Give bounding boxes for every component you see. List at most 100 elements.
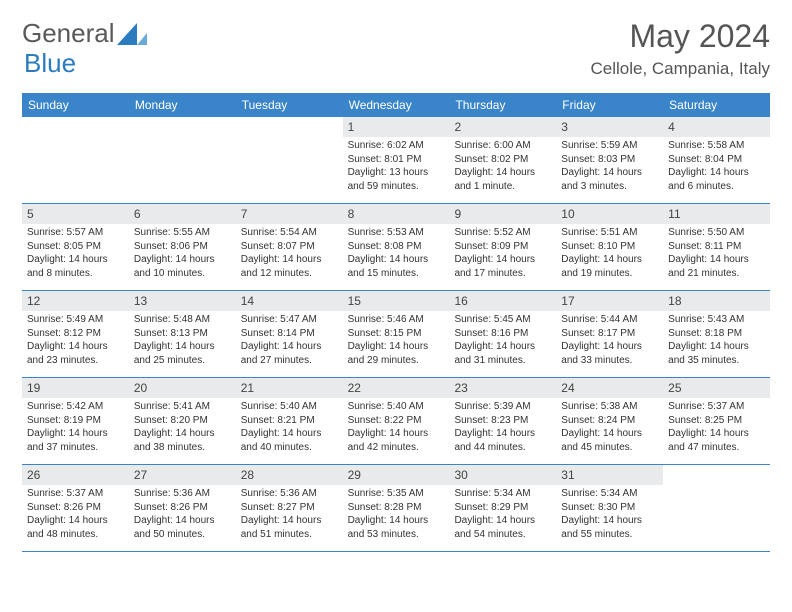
day-header-wed: Wednesday [343,94,450,116]
sunset-text: Sunset: 8:21 PM [241,414,338,428]
sunrise-text: Sunrise: 5:42 AM [27,400,124,414]
sunset-text: Sunset: 8:09 PM [454,240,551,254]
day-cell: 30Sunrise: 5:34 AMSunset: 8:29 PMDayligh… [449,465,556,551]
day-body: Sunrise: 5:40 AMSunset: 8:22 PMDaylight:… [343,398,450,458]
day-number: 24 [556,378,663,398]
day-header-sat: Saturday [663,94,770,116]
day-number: 15 [343,291,450,311]
sunrise-text: Sunrise: 5:49 AM [27,313,124,327]
sunrise-text: Sunrise: 5:57 AM [27,226,124,240]
daylight-text: Daylight: 14 hours and 3 minutes. [561,166,658,193]
sunrise-text: Sunrise: 5:53 AM [348,226,445,240]
day-body: Sunrise: 5:39 AMSunset: 8:23 PMDaylight:… [449,398,556,458]
sunset-text: Sunset: 8:17 PM [561,327,658,341]
daylight-text: Daylight: 14 hours and 38 minutes. [134,427,231,454]
day-cell: 1Sunrise: 6:02 AMSunset: 8:01 PMDaylight… [343,117,450,203]
sunset-text: Sunset: 8:01 PM [348,153,445,167]
day-cell: 29Sunrise: 5:35 AMSunset: 8:28 PMDayligh… [343,465,450,551]
day-number: 31 [556,465,663,485]
daylight-text: Daylight: 14 hours and 10 minutes. [134,253,231,280]
day-cell: 2Sunrise: 6:00 AMSunset: 8:02 PMDaylight… [449,117,556,203]
day-cell: 15Sunrise: 5:46 AMSunset: 8:15 PMDayligh… [343,291,450,377]
sunrise-text: Sunrise: 5:58 AM [668,139,765,153]
day-body: Sunrise: 5:36 AMSunset: 8:26 PMDaylight:… [129,485,236,545]
sunset-text: Sunset: 8:29 PM [454,501,551,515]
sunset-text: Sunset: 8:10 PM [561,240,658,254]
day-number: 4 [663,117,770,137]
sunrise-text: Sunrise: 5:41 AM [134,400,231,414]
day-number: 17 [556,291,663,311]
daylight-text: Daylight: 14 hours and 35 minutes. [668,340,765,367]
daylight-text: Daylight: 14 hours and 55 minutes. [561,514,658,541]
sunrise-text: Sunrise: 5:51 AM [561,226,658,240]
day-body: Sunrise: 5:52 AMSunset: 8:09 PMDaylight:… [449,224,556,284]
sunset-text: Sunset: 8:24 PM [561,414,658,428]
week-row: 1 Sunrise: 6:02 AMSunset: 8:01 PM Daylight… [22,116,770,203]
day-cell: 24Sunrise: 5:38 AMSunset: 8:24 PMDayligh… [556,378,663,464]
sunrise-text: Sunrise: 5:36 AM [241,487,338,501]
logo-triangle-icon [117,23,147,45]
day-cell: 20Sunrise: 5:41 AMSunset: 8:20 PMDayligh… [129,378,236,464]
day-cell: 7Sunrise: 5:54 AMSunset: 8:07 PMDaylight… [236,204,343,290]
day-cell: 8Sunrise: 5:53 AMSunset: 8:08 PMDaylight… [343,204,450,290]
calendar: Sunday Monday Tuesday Wednesday Thursday… [22,93,770,552]
daylight-text: Daylight: 14 hours and 15 minutes. [348,253,445,280]
day-number: 12 [22,291,129,311]
week-row: 5 Sunrise: 5:57 AMSunset: 8:05 PM Daylight… [22,203,770,290]
week-row: 12Sunrise: 5:49 AMSunset: 8:12 PMDayligh… [22,290,770,377]
day-number: 14 [236,291,343,311]
daylight-text: Daylight: 14 hours and 23 minutes. [27,340,124,367]
day-cell: 13Sunrise: 5:48 AMSunset: 8:13 PMDayligh… [129,291,236,377]
daylight-text: Daylight: 14 hours and 21 minutes. [668,253,765,280]
day-number: 7 [236,204,343,224]
sunset-text: Sunset: 8:04 PM [668,153,765,167]
day-cell: 27Sunrise: 5:36 AMSunset: 8:26 PMDayligh… [129,465,236,551]
day-number: 29 [343,465,450,485]
day-body: Sunrise: 5:51 AMSunset: 8:10 PMDaylight:… [556,224,663,284]
day-number: 27 [129,465,236,485]
day-number: 5 [22,204,129,224]
sunset-text: Sunset: 8:13 PM [134,327,231,341]
day-cell: 26Sunrise: 5:37 AMSunset: 8:26 PMDayligh… [22,465,129,551]
week-row: 26Sunrise: 5:37 AMSunset: 8:26 PMDayligh… [22,464,770,552]
location-label: Cellole, Campania, Italy [590,59,770,79]
sunset-text: Sunset: 8:28 PM [348,501,445,515]
daylight-text: Daylight: 14 hours and 6 minutes. [668,166,765,193]
sunrise-text: Sunrise: 5:47 AM [241,313,338,327]
sunrise-text: Sunrise: 5:39 AM [454,400,551,414]
sunrise-text: Sunrise: 5:52 AM [454,226,551,240]
sunset-text: Sunset: 8:30 PM [561,501,658,515]
sunrise-text: Sunrise: 5:55 AM [134,226,231,240]
daylight-text: Daylight: 14 hours and 19 minutes. [561,253,658,280]
day-number: 30 [449,465,556,485]
header: General May 2024 Cellole, Campania, Ital… [0,0,792,85]
day-body: Sunrise: 5:36 AMSunset: 8:27 PMDaylight:… [236,485,343,545]
sunrise-text: Sunrise: 5:34 AM [454,487,551,501]
sunset-text: Sunset: 8:26 PM [27,501,124,515]
day-number: 1 [343,117,450,137]
day-body: Sunrise: 5:40 AMSunset: 8:21 PMDaylight:… [236,398,343,458]
day-header-row: Sunday Monday Tuesday Wednesday Thursday… [22,93,770,116]
daylight-text: Daylight: 14 hours and 12 minutes. [241,253,338,280]
sunrise-text: Sunrise: 5:37 AM [27,487,124,501]
day-number: 16 [449,291,556,311]
day-header-tue: Tuesday [236,94,343,116]
day-cell: 14Sunrise: 5:47 AMSunset: 8:14 PMDayligh… [236,291,343,377]
day-cell: 21Sunrise: 5:40 AMSunset: 8:21 PMDayligh… [236,378,343,464]
daylight-text: Daylight: 14 hours and 45 minutes. [561,427,658,454]
sunrise-text: Sunrise: 5:44 AM [561,313,658,327]
day-number: 3 [556,117,663,137]
sunrise-text: Sunrise: 6:02 AM [348,139,445,153]
sunset-text: Sunset: 8:15 PM [348,327,445,341]
day-cell: 10Sunrise: 5:51 AMSunset: 8:10 PMDayligh… [556,204,663,290]
day-body: Sunrise: 5:48 AMSunset: 8:13 PMDaylight:… [129,311,236,371]
sunrise-text: Sunrise: 5:35 AM [348,487,445,501]
sunset-text: Sunset: 8:18 PM [668,327,765,341]
sunrise-text: Sunrise: 5:40 AM [348,400,445,414]
sunset-text: Sunset: 8:05 PM [27,240,124,254]
day-cell [663,465,770,551]
day-body: Sunrise: 5:50 AMSunset: 8:11 PMDaylight:… [663,224,770,284]
daylight-text: Daylight: 14 hours and 31 minutes. [454,340,551,367]
month-title: May 2024 [590,18,770,55]
day-number: 2 [449,117,556,137]
